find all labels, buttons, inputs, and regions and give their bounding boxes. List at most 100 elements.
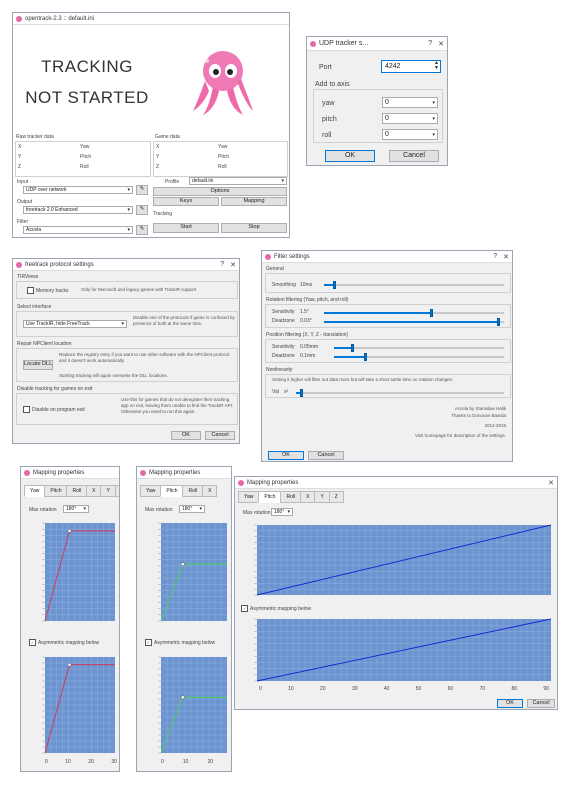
filter-select[interactable]: Accela bbox=[23, 226, 133, 234]
profile-select[interactable]: default.ini bbox=[189, 177, 287, 185]
nonlinearity-slider[interactable] bbox=[296, 389, 504, 397]
mapping-3-cancel-button[interactable]: Cancel bbox=[527, 699, 555, 708]
tab-pitch[interactable]: Pitch bbox=[258, 491, 282, 503]
input-settings-button[interactable]: ✎ bbox=[136, 185, 148, 195]
mapping-2-lower-plot[interactable] bbox=[143, 653, 231, 757]
max-rotation-select[interactable]: 180° bbox=[63, 505, 89, 513]
udp-roll-select[interactable]: 0 bbox=[382, 129, 438, 140]
raw-axis-pitch: Pitch bbox=[80, 154, 92, 160]
options-button[interactable]: Options bbox=[153, 187, 287, 196]
curve-control-point[interactable] bbox=[67, 662, 72, 667]
freetrack-ok-button[interactable]: OK bbox=[171, 431, 201, 440]
mapping-button[interactable]: Mapping bbox=[221, 197, 287, 206]
mapping-3-lower-plot[interactable] bbox=[239, 615, 555, 685]
asymmetric-mapping-checkbox[interactable]: ✓ Asymmetric mapping below bbox=[29, 639, 99, 646]
help-icon[interactable]: ? bbox=[220, 260, 225, 268]
tab-yaw[interactable]: Yaw bbox=[140, 485, 162, 497]
select-interface-select[interactable]: Use TrackIR, hide FreeTrack bbox=[23, 320, 127, 328]
input-select[interactable]: UDP over network bbox=[23, 186, 133, 194]
help-icon[interactable]: ? bbox=[428, 39, 433, 47]
tab-x[interactable]: X bbox=[202, 485, 218, 497]
tab-yaw[interactable]: Yaw bbox=[24, 485, 46, 497]
tab-yaw[interactable]: Yaw bbox=[238, 491, 260, 503]
udp-cancel-button[interactable]: Cancel bbox=[389, 150, 439, 162]
filter-ok-button[interactable]: OK bbox=[268, 451, 304, 460]
tab-pitch[interactable]: Pitch bbox=[44, 485, 68, 497]
udp-ok-label: OK bbox=[344, 152, 356, 159]
asymmetric-mapping-checkbox[interactable]: ✓ Asymmetric mapping below bbox=[145, 639, 215, 646]
position-filter-title: Position filtering (X, Y, Z - translatio… bbox=[266, 332, 349, 338]
profile-label: Profile bbox=[165, 179, 180, 185]
udp-pitch-select[interactable]: 0 bbox=[382, 113, 438, 124]
output-settings-button[interactable]: ✎ bbox=[136, 205, 148, 215]
mapping-1-tabs: Yaw Pitch Roll X Y Z bbox=[24, 485, 119, 497]
pos-sensitivity-slider[interactable] bbox=[334, 344, 504, 352]
locate-dll-label: Locate DLL bbox=[24, 361, 53, 367]
filter-general-group: Smoothing 10ms bbox=[265, 273, 511, 293]
mapping-window-2: Mapping properties Yaw Pitch Roll X Max … bbox=[136, 466, 232, 772]
mapping-1-lower-plot[interactable] bbox=[27, 653, 119, 757]
tab-y[interactable]: Y bbox=[314, 491, 330, 503]
x-tick: 50 bbox=[415, 686, 422, 692]
mapping-1-upper-plot[interactable] bbox=[27, 519, 119, 625]
tab-y[interactable]: Y bbox=[100, 485, 116, 497]
disable-note: Use this for games that do not deregiste… bbox=[121, 397, 234, 414]
close-icon[interactable]: ✕ bbox=[438, 40, 444, 48]
output-label: Output bbox=[17, 199, 33, 205]
x-tick: 80 bbox=[511, 686, 518, 692]
start-button[interactable]: Start bbox=[153, 223, 219, 233]
nonlinearity-value: x² bbox=[284, 389, 289, 395]
udp-port-spinner[interactable]: 4242 ▲ ▼ bbox=[381, 60, 441, 73]
asymmetric-mapping-label: Asymmetric mapping below bbox=[250, 605, 312, 612]
tab-x[interactable]: X bbox=[300, 491, 316, 503]
filter-cancel-button[interactable]: Cancel bbox=[308, 451, 344, 460]
filter-settings-button[interactable]: ✎ bbox=[136, 225, 148, 235]
output-select[interactable]: freetrack 2.0 Enhanced bbox=[23, 206, 133, 214]
tab-roll[interactable]: Roll bbox=[280, 491, 302, 503]
disable-on-exit-checkbox[interactable]: Disable on program exit bbox=[23, 406, 85, 413]
close-icon[interactable]: ✕ bbox=[548, 479, 554, 487]
checkbox-icon: ✓ bbox=[145, 639, 152, 646]
close-icon[interactable]: ✕ bbox=[503, 253, 509, 261]
tab-z[interactable]: Z bbox=[114, 485, 119, 497]
curve-control-point[interactable] bbox=[67, 528, 72, 533]
mapping-3-upper-plot[interactable] bbox=[239, 521, 555, 599]
app-icon bbox=[140, 469, 146, 476]
rot-deadzone-slider[interactable] bbox=[324, 318, 504, 326]
curve-control-point[interactable] bbox=[180, 695, 185, 700]
udp-roll-label: roll bbox=[322, 132, 332, 139]
stop-button[interactable]: Stop bbox=[221, 223, 287, 233]
tab-pitch[interactable]: Pitch bbox=[160, 485, 184, 497]
curve-control-point[interactable] bbox=[180, 562, 185, 567]
freetrack-cancel-button[interactable]: Cancel bbox=[205, 431, 235, 440]
x-tick: 20 bbox=[88, 759, 94, 765]
memory-hacks-checkbox[interactable]: Memory hacks bbox=[27, 287, 69, 294]
mapping-2-upper-plot[interactable] bbox=[143, 519, 231, 625]
udp-settings-window: UDP tracker s... ? ✕ Port 4242 ▲ ▼ Add to… bbox=[306, 36, 448, 166]
max-rotation-select[interactable]: 180° bbox=[179, 505, 205, 513]
mapping-3-ok-button[interactable]: OK bbox=[497, 699, 523, 708]
nonlinearity-title: Nonlinearity bbox=[266, 367, 293, 373]
tab-z[interactable]: Z bbox=[328, 491, 344, 503]
asymmetric-mapping-checkbox[interactable]: ✓ Asymmetric mapping below bbox=[241, 605, 311, 612]
udp-yaw-select[interactable]: 0 bbox=[382, 97, 438, 108]
x-tick: 10 bbox=[182, 759, 189, 765]
tab-roll[interactable]: Roll bbox=[182, 485, 204, 497]
udp-ok-button[interactable]: OK bbox=[325, 150, 375, 162]
close-icon[interactable]: ✕ bbox=[230, 261, 236, 269]
raw-axis-y: Y bbox=[18, 154, 22, 160]
tab-x[interactable]: X bbox=[86, 485, 102, 497]
pos-deadzone-slider[interactable] bbox=[334, 353, 504, 361]
wrench-icon: ✎ bbox=[139, 206, 145, 212]
checkbox-icon bbox=[23, 406, 30, 413]
spinner-arrows-icon[interactable]: ▲ ▼ bbox=[434, 60, 439, 71]
max-rotation-select[interactable]: 180° bbox=[271, 508, 293, 516]
locate-dll-button[interactable]: Locate DLL bbox=[23, 360, 53, 370]
smoothing-slider[interactable] bbox=[324, 281, 504, 289]
rotation-filter-group: Sensitivity 1.5° Deadzone 0.03° bbox=[265, 304, 511, 328]
help-icon[interactable]: ? bbox=[493, 252, 498, 260]
rot-sensitivity-slider[interactable] bbox=[324, 309, 504, 317]
keys-button[interactable]: Keys bbox=[153, 197, 219, 206]
checkbox-icon: ✓ bbox=[29, 639, 36, 646]
tab-roll[interactable]: Roll bbox=[66, 485, 88, 497]
